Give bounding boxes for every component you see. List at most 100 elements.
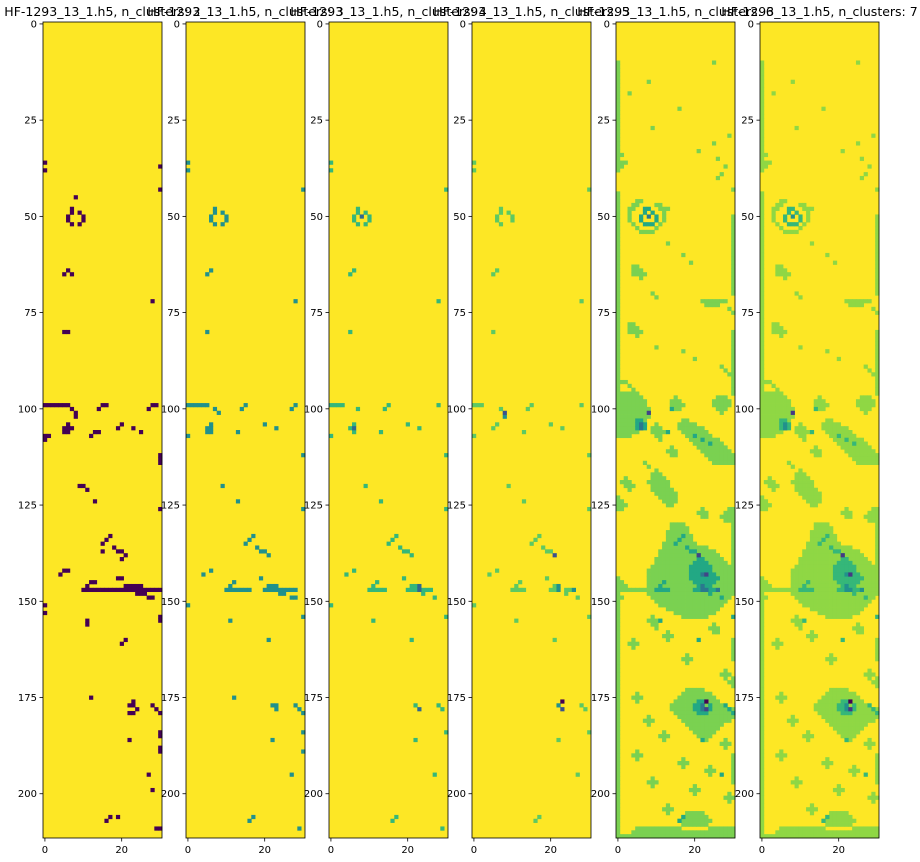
heatmap-cell — [665, 206, 671, 211]
heatmap-cell — [775, 637, 780, 643]
y-tick-label: 175 — [735, 693, 754, 704]
heatmap-cell — [677, 106, 682, 111]
heatmap-cell — [875, 591, 880, 596]
heatmap-cell — [627, 218, 632, 223]
heatmap-cell — [619, 430, 625, 435]
heatmap-cell — [688, 610, 694, 616]
heatmap-cell — [809, 560, 815, 566]
heatmap-cell — [848, 514, 853, 519]
heatmap-cell — [158, 506, 163, 512]
heatmap-cell — [623, 410, 628, 415]
heatmap-cell — [867, 406, 872, 412]
heatmap-cell — [495, 268, 500, 273]
heatmap-cell — [817, 530, 822, 535]
heatmap-cell — [66, 329, 71, 335]
heatmap-cell — [498, 222, 504, 227]
heatmap-cell — [510, 214, 515, 219]
heatmap-cell — [704, 510, 709, 516]
heatmap-cell — [852, 726, 857, 731]
heatmap-cell — [783, 695, 788, 700]
heatmap-cell — [840, 814, 845, 820]
heatmap-cell — [844, 614, 849, 619]
heatmap-cell — [875, 707, 880, 712]
heatmap-cell — [502, 410, 507, 415]
heatmap-cell — [616, 333, 621, 338]
heatmap-cell — [658, 734, 663, 739]
heatmap-cell — [817, 564, 822, 569]
heatmap-cell — [809, 599, 815, 604]
heatmap-cell — [719, 718, 724, 723]
heatmap-cell — [654, 830, 659, 835]
heatmap-cell — [775, 322, 780, 327]
heatmap-cell — [688, 564, 694, 569]
heatmap-cell — [848, 607, 853, 612]
heatmap-cell — [688, 553, 694, 558]
heatmap-cell — [875, 710, 880, 716]
heatmap-cell — [619, 583, 625, 589]
heatmap-cell — [867, 164, 872, 169]
heatmap-cell — [673, 526, 678, 531]
heatmap-cell — [863, 410, 868, 415]
heatmap-cell — [832, 422, 838, 427]
heatmap-cell — [731, 553, 736, 558]
heatmap-cell — [760, 772, 765, 777]
heatmap-cell — [715, 449, 720, 454]
heatmap-cell — [790, 587, 795, 593]
heatmap-cell — [616, 645, 621, 650]
heatmap-cell — [281, 591, 287, 596]
heatmap-cell — [817, 830, 822, 835]
heatmap-cell — [763, 580, 769, 585]
heatmap-cell — [859, 630, 864, 635]
heatmap-cell — [719, 557, 724, 562]
heatmap-cell — [673, 830, 678, 835]
heatmap-cell — [616, 626, 621, 631]
heatmap-cell — [673, 560, 678, 566]
heatmap-cell — [556, 587, 561, 593]
heatmap-cell — [650, 830, 655, 835]
heatmap-cell — [859, 449, 864, 454]
heatmap-cell — [329, 403, 334, 408]
heatmap-cell — [829, 822, 834, 827]
heatmap-cell — [844, 572, 849, 577]
heatmap-cell — [646, 591, 651, 596]
heatmap-cell — [859, 406, 864, 412]
heatmap-cell — [806, 214, 811, 219]
heatmap-cells — [186, 160, 306, 831]
heatmap-cell — [658, 568, 663, 573]
heatmap-cell — [243, 403, 248, 408]
heatmap-cell — [688, 260, 694, 265]
heatmap-cell — [802, 599, 807, 604]
heatmap-cell — [669, 603, 674, 608]
heatmap-cell — [840, 718, 845, 723]
heatmap-cell — [760, 295, 765, 300]
heatmap-cell — [875, 795, 880, 800]
heatmap-cell — [639, 214, 644, 219]
heatmap-cell — [863, 672, 868, 677]
heatmap-cell — [394, 533, 399, 539]
heatmap-cell — [119, 557, 124, 562]
heatmap-cell — [723, 460, 728, 465]
heatmap-cell — [440, 707, 445, 712]
heatmap-cell — [832, 710, 838, 716]
heatmap-cell — [825, 699, 830, 704]
heatmap-cell — [875, 376, 880, 381]
heatmap-cell — [790, 414, 795, 419]
heatmap-cell — [852, 449, 857, 454]
heatmap-cell — [616, 676, 621, 681]
heatmap-cell — [616, 383, 621, 389]
heatmap-cell — [840, 599, 845, 604]
heatmap-cell — [692, 430, 697, 435]
heatmap-cell — [677, 576, 682, 581]
heatmap-cell — [127, 703, 132, 708]
heatmap-cell — [848, 453, 853, 458]
heatmap-cell — [836, 564, 841, 569]
heatmap-cell — [658, 430, 663, 435]
heatmap-cell — [859, 395, 864, 400]
heatmap-cell — [840, 426, 845, 431]
heatmap-cell — [855, 399, 861, 404]
heatmap-cell — [158, 826, 163, 831]
heatmap-cell — [654, 572, 659, 577]
heatmap-cell — [616, 160, 621, 165]
heatmap-cell — [711, 302, 717, 308]
heatmap-cell — [677, 557, 682, 562]
